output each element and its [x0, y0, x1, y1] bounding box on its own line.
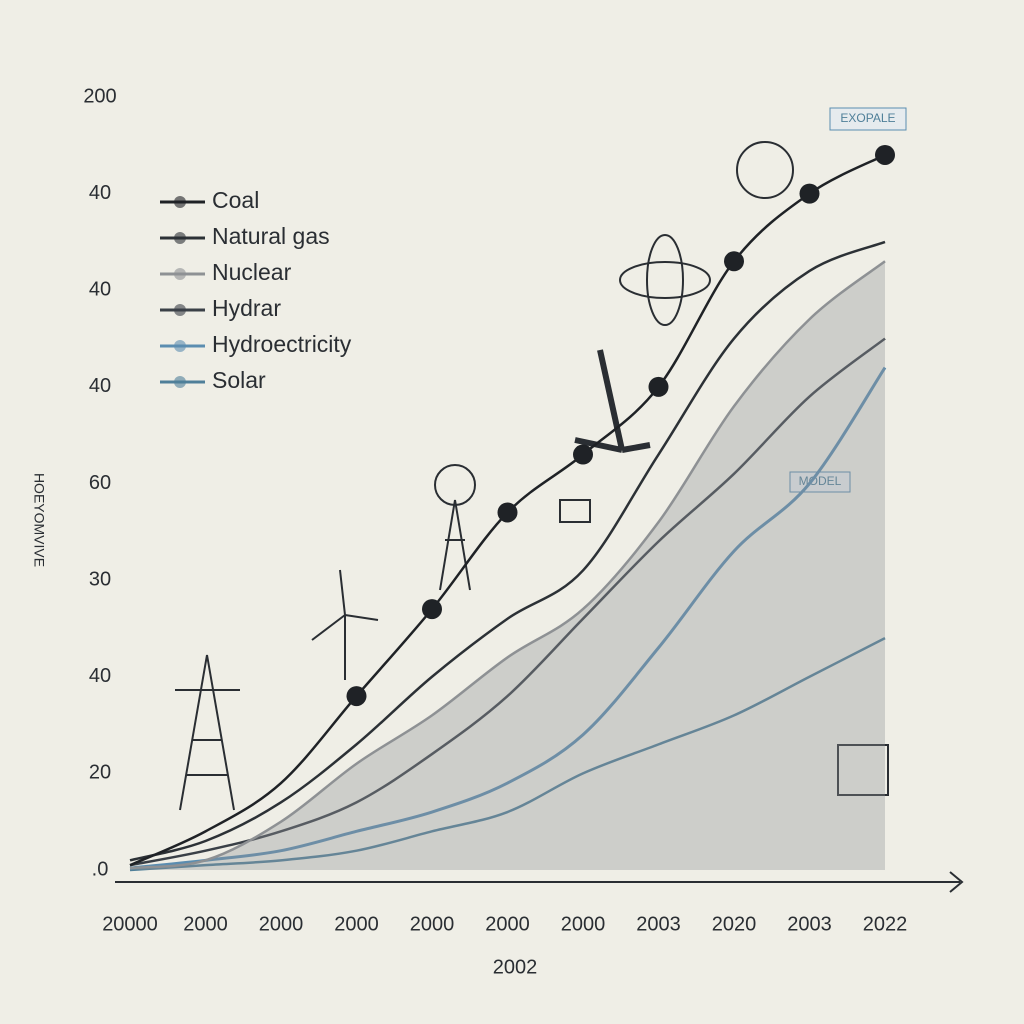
legend-swatch	[174, 376, 186, 388]
line	[129, 337, 886, 867]
legend-label: Hydrar	[212, 295, 281, 321]
pylon	[175, 654, 240, 811]
legend-swatch	[174, 340, 186, 352]
marker	[648, 376, 669, 397]
pylon	[439, 499, 471, 591]
globe	[736, 141, 794, 199]
y-tick-label: 30	[89, 568, 111, 590]
y-tick-label: 40	[89, 665, 111, 687]
legend-label: Coal	[212, 187, 259, 213]
y-tick-label: .0	[92, 858, 109, 880]
legend-label: Nuclear	[212, 259, 292, 285]
x-tick-label: 2000	[561, 913, 606, 935]
marker	[422, 599, 442, 620]
x-tick-label: 2003	[787, 913, 832, 935]
solar-panel	[837, 744, 889, 796]
wind-turbine	[574, 349, 651, 453]
x-tick-label: 2000	[485, 913, 530, 935]
area	[130, 261, 885, 870]
atom	[619, 261, 711, 299]
line	[129, 366, 887, 870]
y-tick-label: 40	[89, 279, 111, 301]
x-tick-label: 2000	[334, 913, 379, 935]
marker	[724, 251, 744, 272]
legend-label: Hydroectricity	[212, 331, 352, 357]
legend-swatch	[174, 304, 186, 316]
y-tick-label: 20	[89, 762, 111, 784]
x-axis	[115, 871, 964, 893]
pylon-top	[434, 464, 476, 506]
decoration	[175, 141, 889, 811]
y-axis-label: HOEYOMVIVE	[31, 473, 47, 567]
marker	[573, 444, 593, 465]
x-tick-label: 2000	[259, 913, 304, 935]
x-tick-label: 2000	[410, 913, 455, 935]
x-axis-label: 2002	[493, 956, 538, 978]
y-tick-label: 40	[89, 375, 111, 397]
line	[129, 636, 886, 872]
y-tick-label: 60	[89, 472, 111, 494]
legend-label: Solar	[212, 367, 266, 393]
line	[129, 240, 886, 862]
x-tick-label: 2022	[863, 913, 908, 935]
legend-swatch	[174, 268, 186, 280]
annotation: EXOPALE	[840, 111, 895, 125]
annotation-box	[829, 107, 907, 131]
marker	[346, 686, 367, 707]
line	[129, 260, 886, 870]
x-tick-label: 2020	[712, 913, 757, 935]
marker	[497, 502, 518, 523]
wind-turbine	[311, 569, 379, 680]
y-tick-label: 200	[83, 85, 116, 107]
marker	[875, 144, 895, 165]
x-tick-label: 2000	[183, 913, 228, 935]
legend-swatch	[174, 232, 186, 244]
atom	[646, 234, 684, 326]
marker	[799, 183, 820, 204]
x-tick-label: 20000	[102, 913, 158, 935]
x-tick-label: 2003	[636, 913, 681, 935]
legend-label: Natural gas	[212, 223, 330, 249]
solar-panel	[559, 499, 591, 523]
y-tick-label: 40	[89, 182, 111, 204]
legend-swatch	[174, 196, 186, 208]
